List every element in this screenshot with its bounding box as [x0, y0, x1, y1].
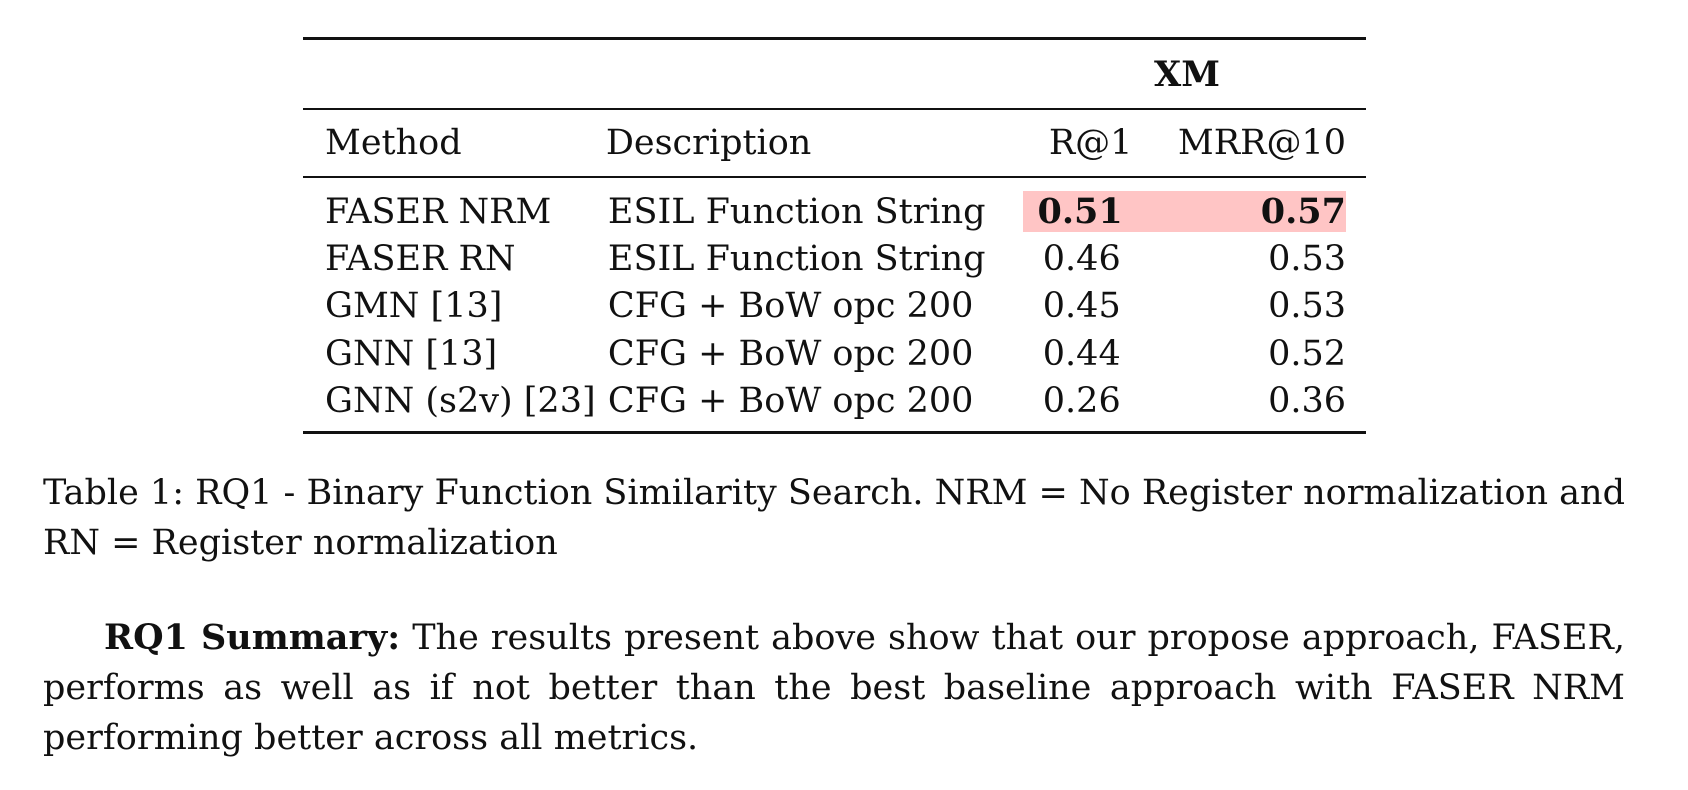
summary-text: The results present above show that our …	[43, 618, 1625, 758]
summary-lead: RQ1 Summary:	[104, 617, 401, 658]
table-row: GNN (s2v) [23] CFG + BoW opc 200 0.26 0.…	[303, 378, 1366, 432]
results-table-body: FASER NRM ESIL Function String 0.51 0.57…	[303, 178, 1366, 431]
summary-paragraph: RQ1 Summary: The results present above s…	[43, 613, 1625, 763]
table-caption: Table 1: RQ1 - Binary Function Similarit…	[43, 473, 1625, 563]
cell-mrr10: 0.36	[1268, 381, 1346, 422]
cell-method: FASER NRM	[325, 191, 552, 232]
table-header-rule	[303, 176, 1366, 178]
table-row: GNN [13] CFG + BoW opc 200 0.44 0.52	[303, 330, 1366, 378]
table-bottom-rule	[303, 431, 1366, 434]
cell-description: ESIL Function String	[607, 238, 986, 279]
cell-mrr10: 0.52	[1268, 333, 1346, 374]
table-row: FASER RN ESIL Function String 0.46 0.53	[303, 235, 1366, 283]
cell-r1: 0.45	[1042, 286, 1121, 327]
cell-method: GMN [13]	[325, 286, 503, 327]
cell-r1-highlight: 0.51	[1023, 191, 1123, 232]
results-table: XM Method Description R@1 MRR@10 FASER N…	[303, 37, 1366, 434]
cell-method: FASER RN	[325, 238, 516, 279]
cell-description: CFG + BoW opc 200	[607, 333, 974, 374]
cell-r1: 0.51	[1002, 178, 1123, 235]
cell-mrr10-highlight: 0.57	[1120, 191, 1346, 232]
cell-method: GNN [13]	[325, 333, 498, 374]
table-mid-rule	[303, 108, 1366, 110]
cell-r1: 0.26	[1042, 381, 1121, 422]
table-top-rule	[303, 37, 1366, 40]
cell-mrr10: 0.57	[1120, 178, 1366, 235]
cell-method: GNN (s2v) [23]	[325, 381, 596, 422]
column-header-method: Method	[325, 123, 462, 163]
table-row: GMN [13] CFG + BoW opc 200 0.45 0.53	[303, 283, 1366, 331]
cell-description: ESIL Function String	[607, 191, 986, 232]
cell-description: CFG + BoW opc 200	[607, 286, 974, 327]
group-header-row: XM	[303, 40, 1366, 108]
cell-description: CFG + BoW opc 200	[607, 381, 974, 422]
cell-mrr10: 0.53	[1268, 238, 1346, 279]
table-row: FASER NRM ESIL Function String 0.51 0.57	[303, 178, 1366, 235]
results-table-header: Method Description R@1 MRR@10	[303, 110, 1366, 176]
column-header-row: Method Description R@1 MRR@10	[303, 110, 1366, 176]
cell-r1: 0.46	[1042, 238, 1121, 279]
column-header-description: Description	[605, 123, 812, 163]
group-header-xm: XM	[1154, 53, 1220, 95]
results-table-grid: XM	[303, 40, 1366, 108]
cell-r1: 0.44	[1042, 333, 1121, 374]
cell-mrr10: 0.53	[1268, 286, 1346, 327]
column-header-r1: R@1	[1048, 123, 1133, 163]
column-header-mrr10: MRR@10	[1177, 123, 1346, 163]
